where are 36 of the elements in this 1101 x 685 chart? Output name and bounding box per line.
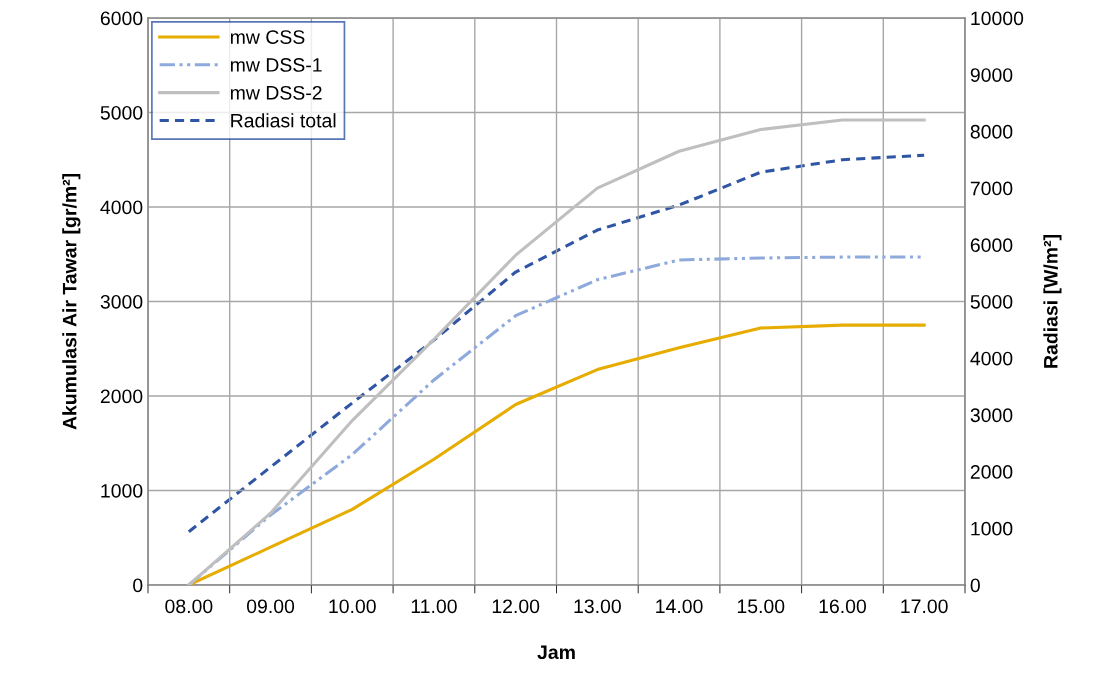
x-tick-label: 14.00 — [656, 599, 703, 614]
y2-tick-label: 1000 — [971, 521, 1013, 536]
legend-label: mw DSS-1 — [230, 58, 322, 72]
x-tick-label: 15.00 — [737, 599, 785, 614]
y2-tick-label: 6000 — [970, 238, 1013, 253]
y2-tick-label: 7000 — [970, 181, 1013, 196]
legend-label: mw DSS-2 — [230, 85, 322, 100]
y2-tick-label: 0 — [970, 578, 980, 593]
y-tick-label: 0 — [133, 578, 143, 593]
y2-tick-label: 8000 — [970, 124, 1013, 139]
x-tick-label: 16.00 — [819, 599, 867, 614]
x-tick-label: 10.00 — [329, 599, 376, 614]
x-tick-label: 17.00 — [901, 599, 948, 614]
y-tick-label: 3000 — [100, 294, 143, 309]
y-tick-label: 1000 — [101, 483, 143, 498]
y2-axis-title: Radiasi [W/m²] — [1043, 235, 1062, 368]
y2-tick-label: 5000 — [970, 294, 1013, 309]
line-series — [187, 153, 926, 534]
y2-tick-label: 4000 — [970, 351, 1013, 366]
x-tick-label: 09.00 — [246, 599, 295, 614]
x-tick-label: 12.00 — [492, 599, 540, 614]
y2-tick-label: 2000 — [970, 465, 1013, 479]
x-tick-label: 08.00 — [165, 599, 213, 614]
y-tick-label: 2000 — [100, 389, 143, 404]
legend-label: mw CSS — [230, 30, 305, 44]
y2-tick-label: 10000 — [971, 11, 1024, 26]
y-tick-label: 5000 — [100, 105, 143, 120]
y-axis-title: Akumulasi Air Tawar [gr/m²] — [62, 174, 81, 430]
x-axis-title: Jam — [537, 645, 575, 660]
y2-tick-label: 3000 — [970, 408, 1013, 423]
x-tick-label: 11.00 — [411, 599, 457, 614]
y-tick-label: 4000 — [100, 200, 143, 215]
y2-tick-label: 9000 — [970, 68, 1013, 82]
x-tick-label: 13.00 — [574, 599, 621, 614]
y-tick-label: 6000 — [100, 11, 143, 26]
legend-label: Radiasi total — [231, 113, 336, 128]
